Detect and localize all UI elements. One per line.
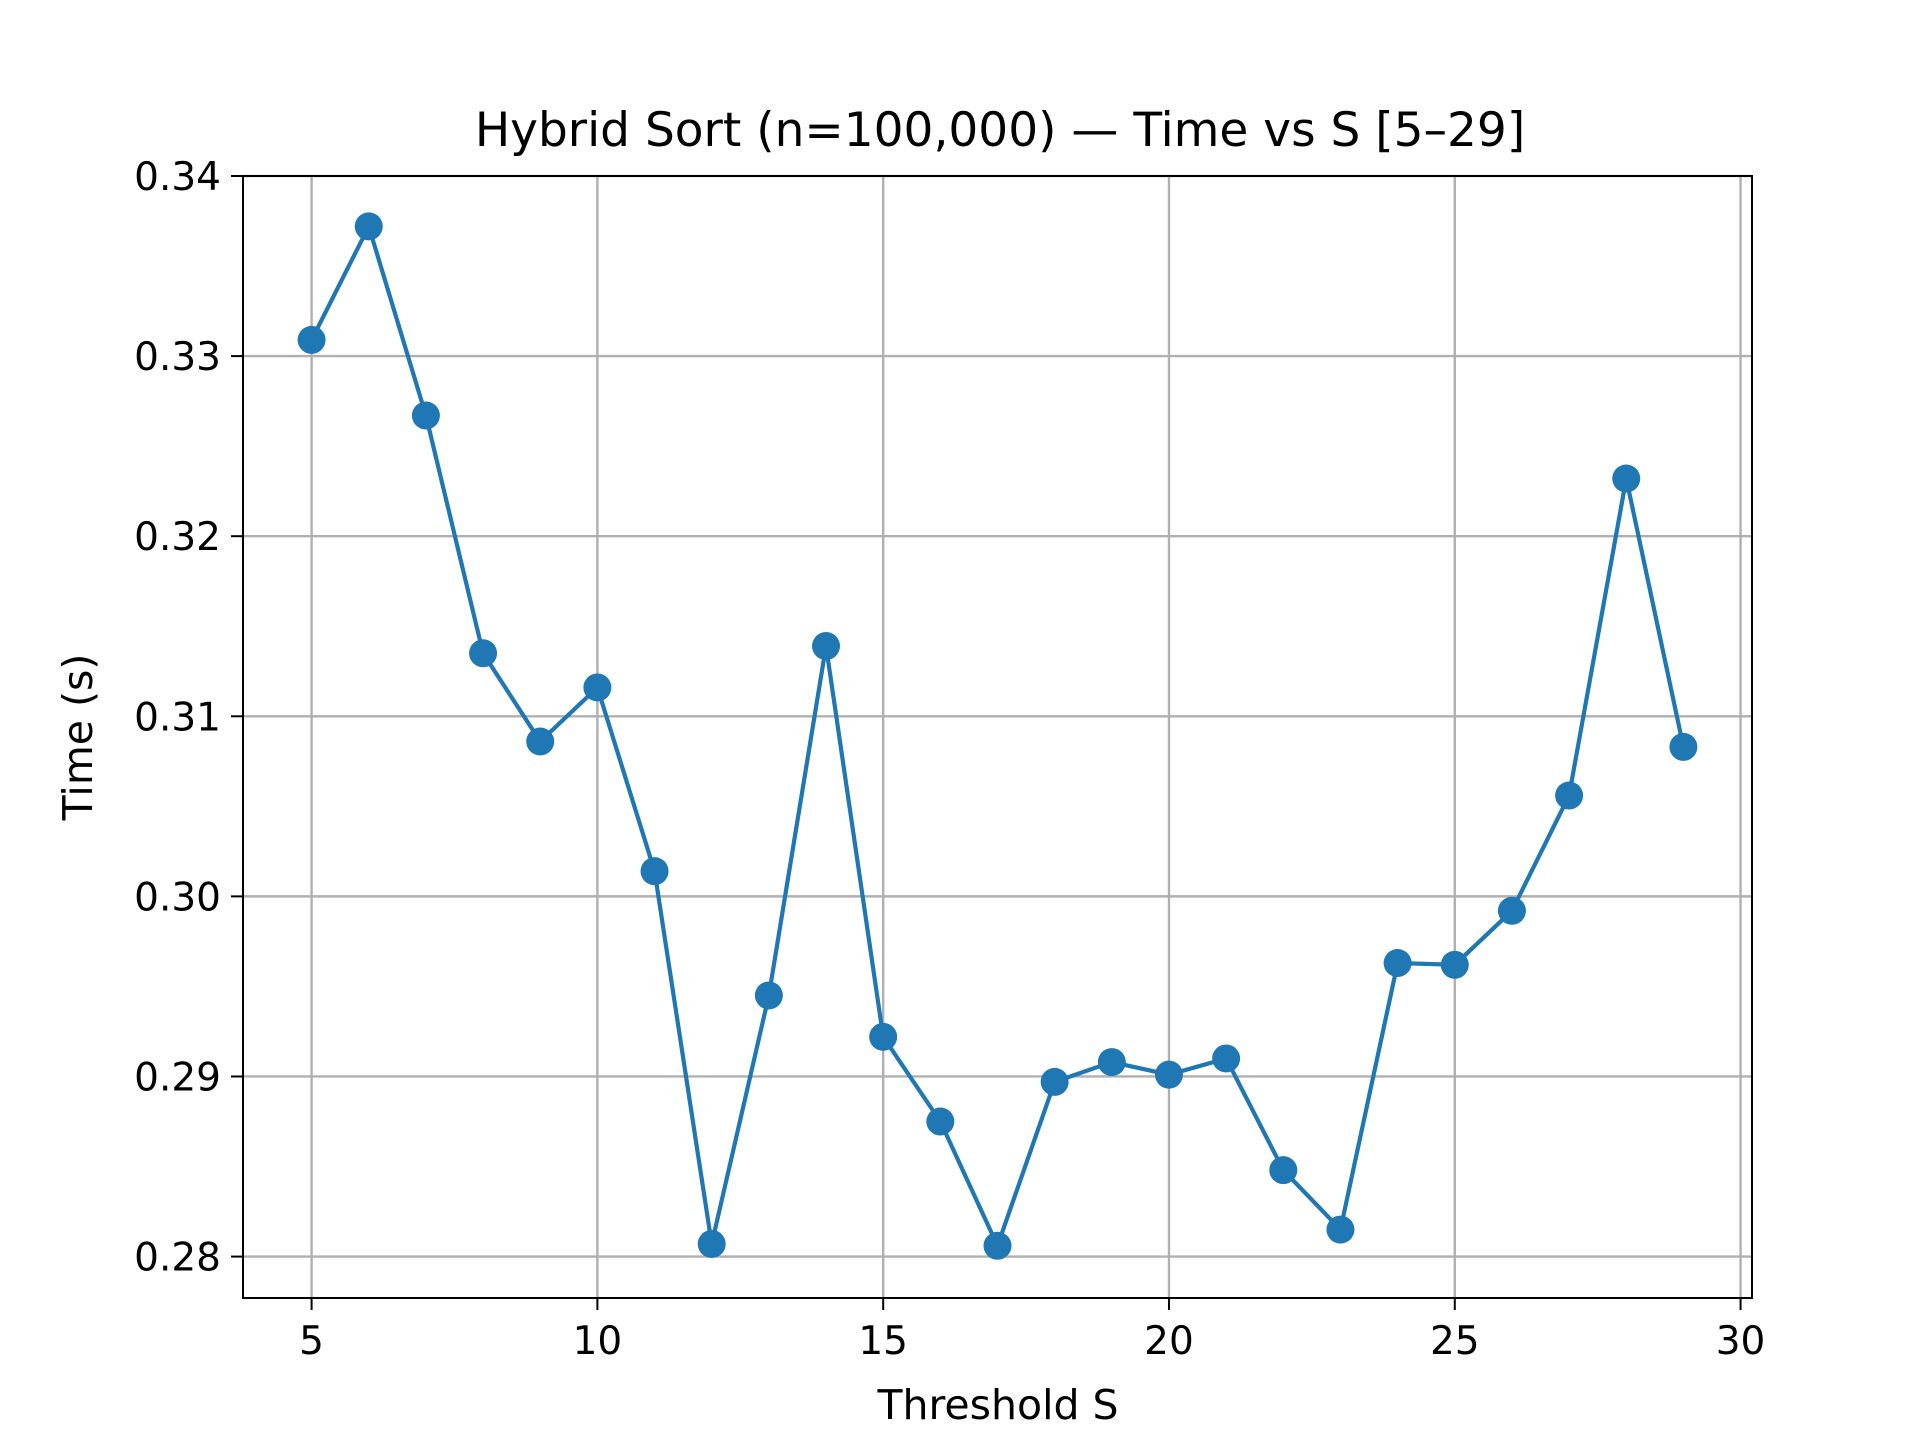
x-axis-title: Threshold S bbox=[876, 1381, 1118, 1429]
data-point bbox=[869, 1022, 898, 1051]
data-point bbox=[469, 639, 498, 668]
y-tick-label: 0.33 bbox=[134, 335, 221, 380]
y-tick-label: 0.28 bbox=[134, 1236, 221, 1281]
data-point bbox=[754, 981, 783, 1010]
x-tick-label: 20 bbox=[1144, 1319, 1194, 1364]
ticks: 5 10 15 20 25 30 0.28 0.29 0.30 0.31 0.32 0.33 0.34 bbox=[134, 155, 1765, 1364]
data-point bbox=[583, 673, 612, 702]
data-point bbox=[1669, 732, 1698, 761]
data-point bbox=[1497, 896, 1526, 925]
y-tick-label: 0.34 bbox=[134, 155, 221, 200]
data-point bbox=[640, 857, 669, 886]
x-tick-label: 25 bbox=[1430, 1319, 1480, 1364]
data-point bbox=[983, 1231, 1012, 1260]
axes-frame bbox=[242, 175, 1753, 1299]
data-point bbox=[1440, 950, 1469, 979]
data-point bbox=[812, 632, 841, 661]
data-point bbox=[1040, 1067, 1069, 1096]
data-point bbox=[1269, 1156, 1298, 1185]
y-tick-label: 0.31 bbox=[134, 695, 221, 740]
data-point bbox=[526, 727, 555, 756]
y-axis-title: Time (s) bbox=[54, 654, 102, 822]
data-point bbox=[926, 1107, 955, 1136]
data-point bbox=[411, 401, 440, 430]
data-point bbox=[1326, 1215, 1355, 1244]
x-tick-label: 10 bbox=[573, 1319, 623, 1364]
x-tick-label: 5 bbox=[299, 1319, 324, 1364]
axes bbox=[242, 175, 1753, 1299]
chart-title: Hybrid Sort (n=100,000) — Time vs S [5–2… bbox=[475, 103, 1525, 158]
data-point bbox=[1097, 1048, 1126, 1077]
x-tick-label: 30 bbox=[1716, 1319, 1766, 1364]
data-point bbox=[697, 1229, 726, 1258]
data-point bbox=[1612, 464, 1641, 493]
data-point bbox=[354, 212, 383, 241]
y-tick-label: 0.30 bbox=[134, 875, 221, 920]
data-point bbox=[1154, 1060, 1183, 1089]
x-tick-label: 15 bbox=[858, 1319, 908, 1364]
y-tick-label: 0.32 bbox=[134, 515, 221, 560]
y-tick-label: 0.29 bbox=[134, 1055, 221, 1100]
data-point bbox=[1212, 1044, 1241, 1073]
series-time bbox=[297, 212, 1698, 1260]
data-point bbox=[1383, 949, 1412, 978]
data-point bbox=[1555, 781, 1584, 810]
data-point bbox=[297, 325, 326, 354]
